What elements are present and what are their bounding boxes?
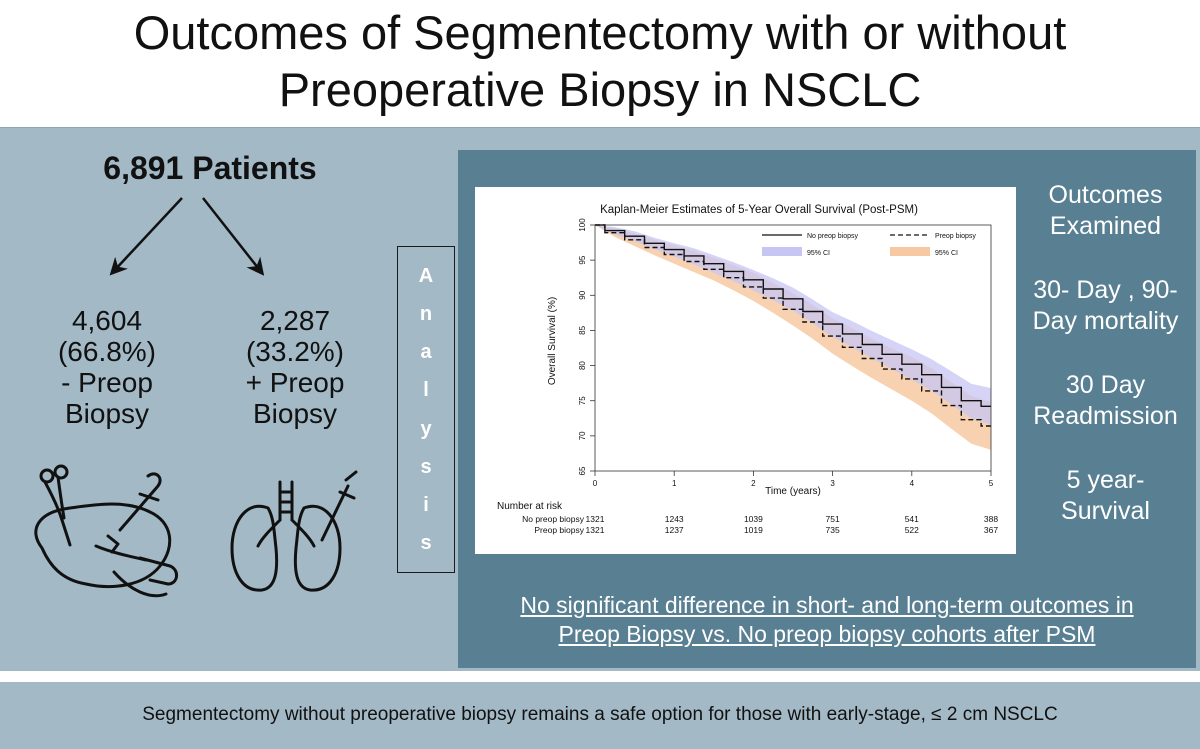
y-tick-label: 75: [578, 396, 587, 405]
footer-text: Segmentectomy without preoperative biops…: [142, 704, 1058, 725]
page-title-line-2: Preoperative Biopsy in NSCLC: [278, 63, 922, 116]
km-chart: Kaplan-Meier Estimates of 5-Year Overall…: [497, 204, 998, 535]
x-tick-label: 3: [830, 479, 835, 488]
risk-count: 541: [905, 514, 919, 524]
risk-table-title: Number at risk: [497, 501, 563, 512]
legend-preop-ci-swatch: [890, 247, 930, 256]
outcome-line: Readmission: [1033, 402, 1178, 430]
analysis-letter: i: [423, 493, 429, 516]
analysis-letter: l: [423, 379, 429, 402]
analysis-letter: y: [420, 417, 432, 440]
x-tick-label: 2: [751, 479, 756, 488]
risk-count: 1321: [586, 525, 605, 535]
lung-biopsy-icon: [230, 470, 358, 592]
conclusion-line-1: No significant difference in short- and …: [520, 592, 1134, 618]
risk-count: 1321: [586, 514, 605, 524]
footer-bar: Segmentectomy without preoperative biops…: [0, 680, 1200, 749]
y-axis-label: Overall Survival (%): [547, 297, 558, 385]
page-title-line-1: Outcomes of Segmentectomy with or withou…: [133, 6, 1067, 59]
outcomes-heading-2: Examined: [1049, 212, 1162, 240]
risk-count: 367: [984, 525, 998, 535]
no-preop-count: 4,604: [71, 305, 143, 336]
y-tick-label: 95: [578, 255, 587, 264]
outcome-readmission: 30 Day Readmission: [1018, 370, 1193, 432]
no-preop-label-2: Biopsy: [64, 398, 150, 429]
y-tick-label: 70: [578, 431, 587, 440]
outcomes-heading: Outcomes Examined: [1018, 180, 1193, 242]
y-tick-label: 90: [578, 290, 587, 299]
survival-line-preop: [595, 224, 991, 427]
outcome-line: Day mortality: [1032, 307, 1179, 335]
outcome-line: 30- Day , 90-: [1033, 276, 1178, 304]
legend-preop-ci-label: 95% CI: [935, 250, 958, 257]
analysis-letter: s: [420, 531, 432, 554]
risk-count: 388: [984, 514, 998, 524]
cohort-arrows: [34, 197, 358, 598]
risk-count: 1019: [744, 525, 763, 535]
km-chart-box: Kaplan-Meier Estimates of 5-Year Overall…: [475, 187, 1016, 554]
x-axis-label: Time (years): [765, 486, 821, 497]
outcomes-examined: Outcomes Examined 30- Day , 90- Day mort…: [1018, 180, 1193, 560]
no-preop-biopsy-group: 4,604 (66.8%) - Preop Biopsy: [12, 305, 202, 429]
analysis-letter: a: [420, 341, 432, 364]
total-patients: 6,891 Patients: [103, 150, 317, 186]
analysis-letter: A: [418, 265, 434, 288]
risk-count: 1237: [665, 525, 684, 535]
no-preop-label-1: - Preop: [61, 367, 153, 398]
risk-count: 1039: [744, 514, 763, 524]
preop-label-2: Biopsy: [252, 398, 338, 429]
y-tick-label: 100: [578, 218, 587, 232]
analysis-letter: s: [420, 455, 432, 478]
no-preop-percent: (66.8%): [57, 336, 157, 367]
y-tick-label: 80: [578, 361, 587, 370]
y-tick-label: 85: [578, 325, 587, 334]
conclusion-text: No significant difference in short- and …: [462, 591, 1192, 649]
outcome-line: 5 year-: [1066, 466, 1145, 494]
outcome-survival: 5 year- Survival: [1018, 465, 1193, 527]
conclusion-line-2: Preop Biopsy vs. No preop biopsy cohorts…: [558, 621, 1096, 647]
risk-row-label: Preop biopsy: [534, 525, 584, 535]
risk-row-label: No preop biopsy: [522, 514, 585, 524]
legend-no-preop-ci-label: 95% CI: [807, 250, 830, 257]
survival-line-no-preop: [595, 224, 991, 407]
legend-no-preop-label: No preop biopsy: [807, 233, 858, 240]
outcome-mortality: 30- Day , 90- Day mortality: [1018, 275, 1193, 337]
risk-count: 522: [905, 525, 919, 535]
preop-label-1: + Preop: [245, 367, 345, 398]
x-tick-label: 4: [910, 479, 915, 488]
arrow-to-preop: [202, 197, 265, 276]
chart-title: Kaplan-Meier Estimates of 5-Year Overall…: [600, 204, 918, 216]
risk-count: 735: [826, 525, 840, 535]
risk-count: 1243: [665, 514, 684, 524]
surgical-lung-icon: [34, 464, 178, 598]
analysis-box: A n a l y s i s: [397, 246, 455, 573]
outcomes-heading-1: Outcomes: [1048, 181, 1163, 209]
x-tick-label: 0: [593, 479, 598, 488]
preop-percent: (33.2%): [245, 336, 345, 367]
y-tick-label: 65: [578, 466, 587, 475]
x-tick-label: 5: [989, 479, 994, 488]
outcome-line: Survival: [1061, 497, 1150, 525]
preop-count: 2,287: [259, 305, 331, 336]
ci-band-preop: [595, 225, 991, 450]
page-title: Outcomes of Segmentectomy with or withou…: [0, 4, 1200, 118]
analysis-letter: n: [419, 303, 433, 326]
arrow-to-no-preop: [109, 197, 183, 276]
x-tick-label: 1: [672, 479, 677, 488]
plot-frame: [594, 224, 992, 472]
chart-legend: No preop biopsy Preop biopsy 95% CI 95% …: [762, 233, 976, 257]
legend-preop-label: Preop biopsy: [935, 233, 976, 240]
preop-biopsy-group: 2,287 (33.2%) + Preop Biopsy: [200, 305, 390, 429]
outcome-line: 30 Day: [1065, 371, 1146, 399]
legend-no-preop-ci-swatch: [762, 247, 802, 256]
risk-count: 751: [826, 514, 840, 524]
